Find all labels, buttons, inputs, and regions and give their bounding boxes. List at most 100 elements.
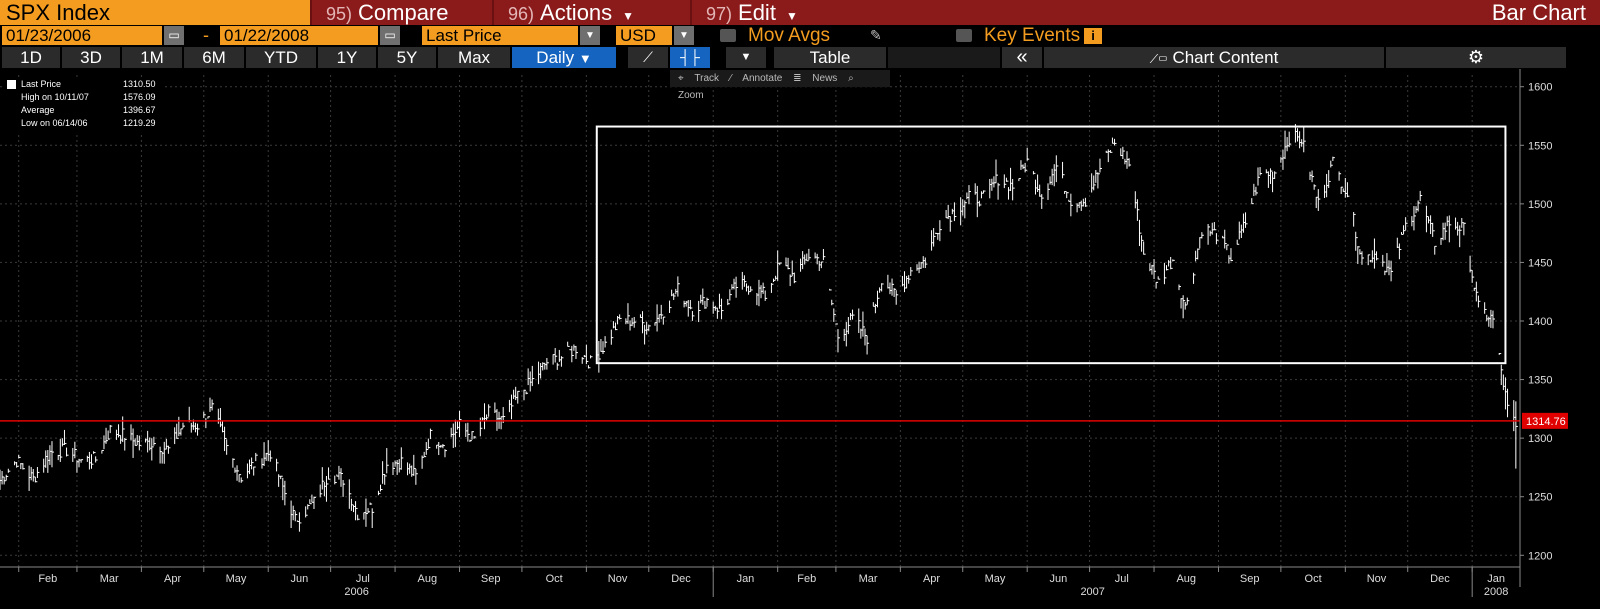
ohlc-bar bbox=[3, 476, 7, 485]
ohlc-bar bbox=[777, 250, 780, 281]
ohlc-bar bbox=[706, 297, 709, 307]
period-5y-button[interactable]: 5Y bbox=[378, 47, 436, 68]
ohlc-bar bbox=[1390, 260, 1394, 282]
ohlc-bar bbox=[284, 480, 287, 506]
ohlc-bar bbox=[721, 298, 724, 320]
info-icon[interactable]: i bbox=[1084, 28, 1103, 44]
annotate-tool[interactable]: ⁄ Annotate bbox=[729, 73, 783, 84]
line-chart-icon[interactable]: ⟋ bbox=[628, 47, 668, 68]
ohlc-bar bbox=[342, 480, 346, 497]
chevron-down-icon[interactable]: ▼ bbox=[726, 47, 766, 68]
period-1m-button[interactable]: 1M bbox=[122, 47, 182, 68]
price-bars: 1314.76 bbox=[0, 124, 1568, 532]
ohlc-bar bbox=[1211, 222, 1215, 235]
ohlc-bar bbox=[238, 474, 242, 483]
ohlc-bar bbox=[298, 512, 302, 532]
legend-label: Low on 06/14/06 bbox=[21, 118, 88, 128]
ohlc-bar bbox=[22, 463, 25, 470]
track-tool[interactable]: ⌖ Track bbox=[678, 73, 720, 84]
ohlc-bar bbox=[124, 437, 127, 451]
field-select[interactable]: Last Price bbox=[422, 26, 578, 45]
zoom-tool[interactable]: ⌕ Zoom bbox=[678, 73, 854, 101]
ohlc-bar bbox=[727, 298, 730, 306]
ohlc-bar bbox=[662, 316, 666, 325]
ohlc-bar bbox=[891, 278, 895, 296]
key-events-checkbox[interactable] bbox=[956, 29, 972, 42]
end-date-input[interactable]: 01/22/2008 bbox=[220, 26, 378, 45]
actions-button[interactable]: 96) Actions ▼ bbox=[492, 0, 690, 25]
ohlc-bar bbox=[1338, 171, 1342, 181]
ohlc-bar bbox=[895, 290, 899, 305]
calendar-icon[interactable]: ▭ bbox=[164, 26, 184, 45]
bar-chart-icon[interactable]: ┤├ bbox=[670, 47, 710, 68]
ticker-field[interactable]: SPX Index bbox=[0, 0, 310, 25]
ohlc-bar bbox=[1355, 231, 1358, 251]
ohlc-bar bbox=[427, 438, 431, 449]
ohlc-bar bbox=[933, 228, 936, 247]
currency-select[interactable]: USD bbox=[616, 26, 672, 45]
ohlc-bar bbox=[1182, 295, 1186, 319]
start-date-input[interactable]: 01/23/2006 bbox=[2, 26, 162, 45]
ohlc-bar bbox=[866, 335, 870, 355]
ohlc-bar bbox=[1005, 177, 1009, 182]
frequency-select[interactable]: Daily ▼ bbox=[512, 47, 616, 68]
period-6m-button[interactable]: 6M bbox=[184, 47, 244, 68]
ohlc-bar bbox=[704, 300, 707, 309]
ohlc-bar bbox=[1484, 302, 1487, 314]
pencil-icon[interactable]: ✎ bbox=[870, 27, 882, 43]
y-tick-label: 1350 bbox=[1528, 375, 1552, 387]
chevron-down-icon[interactable]: ▼ bbox=[580, 26, 600, 45]
news-tool[interactable]: ≣ News bbox=[793, 73, 838, 84]
period-1d-button[interactable]: 1D bbox=[2, 47, 60, 68]
ohlc-bar bbox=[590, 355, 593, 359]
edit-button[interactable]: 97) Edit ▼ bbox=[690, 0, 840, 25]
calendar-icon[interactable]: ▭ bbox=[380, 26, 400, 45]
chart-content-button[interactable]: ⟋▭ Chart Content bbox=[1044, 47, 1384, 68]
ohlc-bar bbox=[831, 299, 834, 306]
edit-number: 97) bbox=[706, 4, 733, 24]
date-separator: - bbox=[203, 25, 209, 45]
mov-avgs-label[interactable]: Mov Avgs bbox=[748, 25, 831, 46]
y-tick-label: 1600 bbox=[1528, 82, 1552, 94]
annotation-rectangle bbox=[595, 125, 1507, 365]
x-tick-label: May bbox=[985, 573, 1006, 585]
ohlc-bar bbox=[415, 468, 418, 485]
ohlc-bar bbox=[377, 490, 381, 496]
ohlc-bar bbox=[1197, 248, 1200, 260]
table-button[interactable]: Table bbox=[774, 47, 886, 68]
chevron-down-icon[interactable]: ▼ bbox=[674, 26, 694, 45]
collapse-icon[interactable]: « bbox=[1002, 47, 1042, 68]
period-1y-button[interactable]: 1Y bbox=[318, 47, 376, 68]
gear-icon[interactable]: ⚙ bbox=[1386, 47, 1566, 68]
ohlc-bar bbox=[276, 458, 279, 472]
ohlc-bar bbox=[459, 410, 462, 438]
ohlc-bar bbox=[1172, 259, 1175, 262]
ohlc-bar bbox=[602, 341, 606, 355]
ohlc-bar bbox=[1357, 246, 1360, 264]
ohlc-bar bbox=[151, 438, 154, 461]
news-label: News bbox=[812, 73, 838, 84]
compare-button[interactable]: 95) Compare bbox=[310, 0, 492, 25]
x-tick-label: Dec bbox=[1430, 573, 1450, 585]
period-ytd-button[interactable]: YTD bbox=[246, 47, 316, 68]
ohlc-bar bbox=[1170, 256, 1173, 270]
ohlc-bar bbox=[36, 467, 40, 478]
frequency-label: Daily bbox=[536, 48, 575, 67]
price-chart[interactable]: 1314.76 1200 1250 1300 1350 1400 1450 1500 1550… bbox=[0, 69, 1600, 609]
ohlc-bar bbox=[1226, 244, 1229, 251]
ohlc-bar bbox=[255, 452, 258, 462]
ohlc-bar bbox=[1070, 193, 1073, 217]
period-max-button[interactable]: Max bbox=[438, 47, 510, 68]
x-tick-label: Jan bbox=[1487, 573, 1505, 585]
ohlc-bar bbox=[444, 449, 447, 458]
key-events-field[interactable]: Key Events i bbox=[984, 25, 1103, 46]
ohlc-bar bbox=[1313, 184, 1317, 190]
ohlc-bar bbox=[197, 423, 200, 436]
ohlc-bar bbox=[910, 267, 913, 276]
mov-avgs-checkbox[interactable] bbox=[720, 29, 736, 42]
ohlc-bar bbox=[1084, 197, 1088, 207]
period-3d-button[interactable]: 3D bbox=[62, 47, 120, 68]
x-tick-label: Apr bbox=[164, 573, 181, 585]
actions-number: 96) bbox=[508, 4, 535, 24]
ohlc-bar bbox=[66, 447, 69, 457]
